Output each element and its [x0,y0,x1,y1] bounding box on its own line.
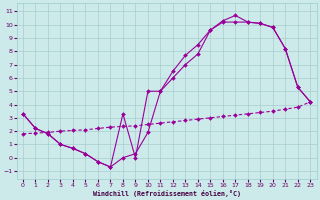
X-axis label: Windchill (Refroidissement éolien,°C): Windchill (Refroidissement éolien,°C) [93,190,241,197]
